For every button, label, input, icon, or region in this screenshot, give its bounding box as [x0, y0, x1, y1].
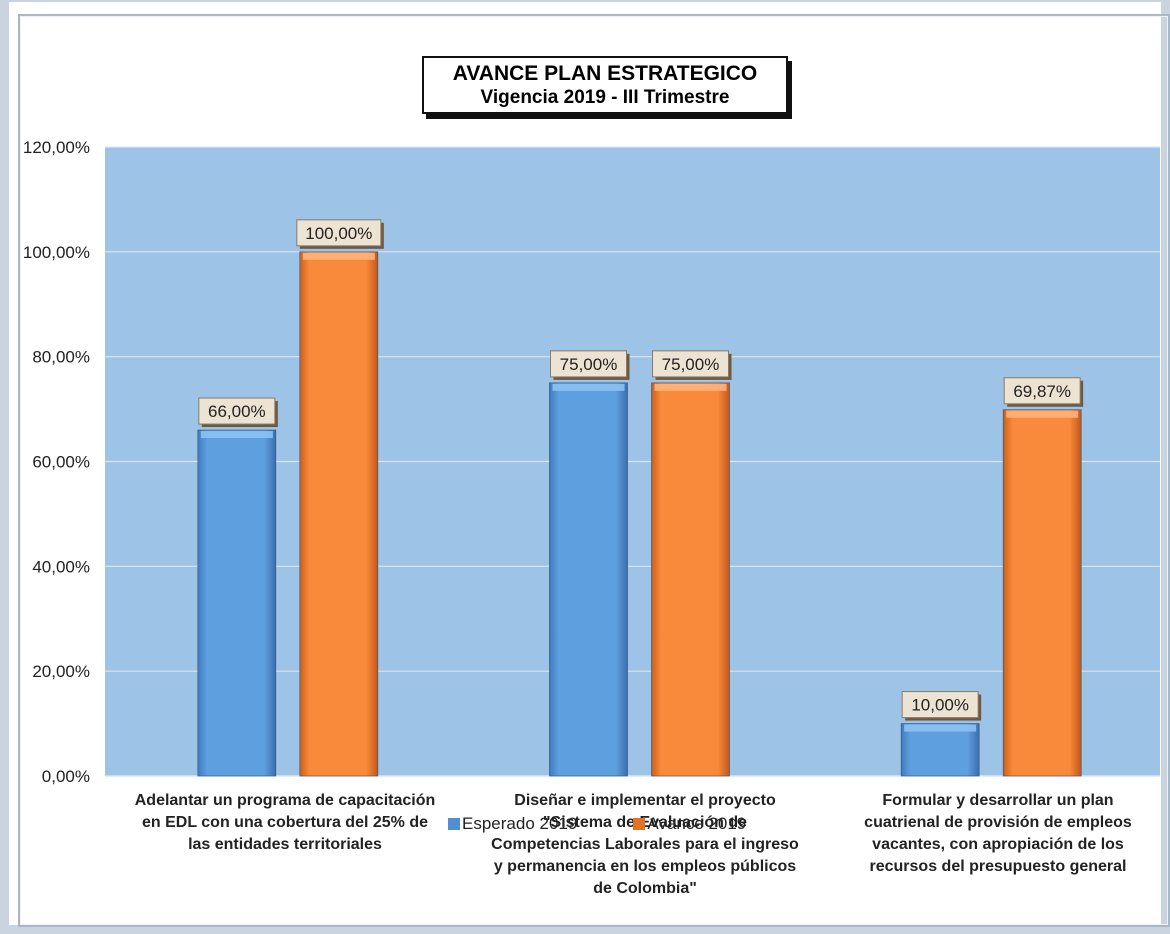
x-category-label-line: Diseñar e implementar el proyecto	[514, 792, 776, 809]
bar-top-highlight	[654, 383, 727, 391]
data-label-box	[550, 350, 627, 378]
x-category-label-line: de Colombia"	[593, 880, 697, 897]
data-label-box	[901, 691, 979, 719]
y-tick-label: 120,00%	[23, 138, 90, 157]
x-category-label: Adelantar un programa de capacitación en …	[105, 790, 465, 856]
legend-item-avance: Avance 2019	[633, 813, 746, 835]
bar-top-highlight	[200, 431, 273, 439]
y-tick-label: 0,00%	[42, 767, 90, 786]
legend-label-esperado: Esperado 2019	[462, 814, 578, 833]
bar-esperado	[900, 723, 980, 777]
data-label: 69,87%	[1013, 382, 1071, 401]
legend: Esperado 2019 Avance 2019	[448, 813, 746, 835]
bar-top-highlight	[904, 724, 977, 732]
x-category-label-line: cuatrienal de provisión de empleos	[864, 814, 1132, 831]
x-category-label-line: Formular y desarrollar un plan	[882, 792, 1114, 809]
bar-top-highlight	[302, 252, 375, 260]
chart-subtitle: Vigencia 2019 - III Trimestre	[480, 87, 730, 108]
y-tick-label: 100,00%	[23, 243, 90, 262]
x-category-label-line: las entidades territoriales	[188, 836, 382, 853]
y-tick-label: 40,00%	[32, 557, 90, 576]
data-label: 75,00%	[560, 355, 618, 374]
data-label: 66,00%	[208, 402, 266, 421]
x-category-label: Formular y desarrollar un plan cuatrienal…	[818, 790, 1170, 878]
x-category-label-line: Adelantar un programa de capacitación	[134, 792, 436, 809]
legend-swatch-esperado	[448, 818, 460, 830]
data-label-box	[198, 397, 276, 425]
x-category-label: Diseñar e implementar el proyecto "Sistem…	[465, 790, 825, 900]
x-category-label-line: vacantes, con apropiación de los	[872, 836, 1124, 853]
bar-esperado	[549, 382, 628, 777]
bar-avance	[1002, 409, 1082, 777]
data-label-box	[1003, 377, 1081, 405]
y-tick-label: 80,00%	[32, 348, 90, 367]
data-label: 10,00%	[911, 696, 969, 715]
chart-title: AVANCE PLAN ESTRATEGICO	[452, 62, 758, 85]
y-tick-label: 20,00%	[32, 662, 90, 681]
bar-top-highlight	[552, 383, 625, 391]
x-category-label-line: y permanencia en los empleos públicos	[493, 858, 797, 875]
chart-title-box: AVANCE PLAN ESTRATEGICO Vigencia 2019 - …	[422, 56, 788, 114]
bar-top-highlight	[1006, 410, 1079, 418]
bar-avance	[299, 251, 379, 777]
legend-swatch-avance	[633, 818, 646, 830]
data-label: 100,00%	[305, 224, 372, 243]
bar-avance	[651, 382, 730, 777]
legend-item-esperado: Esperado 2019	[448, 813, 577, 835]
data-label-box	[296, 219, 382, 247]
data-label-box	[652, 350, 729, 378]
chart-inner-border	[18, 14, 1170, 927]
y-tick-label: 60,00%	[32, 453, 90, 472]
x-category-label-line: en EDL con una cobertura del 25% de	[142, 814, 428, 831]
data-label: 75,00%	[662, 355, 720, 374]
x-category-label-line: recursos del presupuesto general	[869, 858, 1127, 875]
x-category-label-line: Competencias Laborales para el ingreso	[491, 836, 799, 853]
legend-label-avance: Avance 2019	[647, 814, 747, 833]
bar-esperado	[197, 429, 277, 777]
